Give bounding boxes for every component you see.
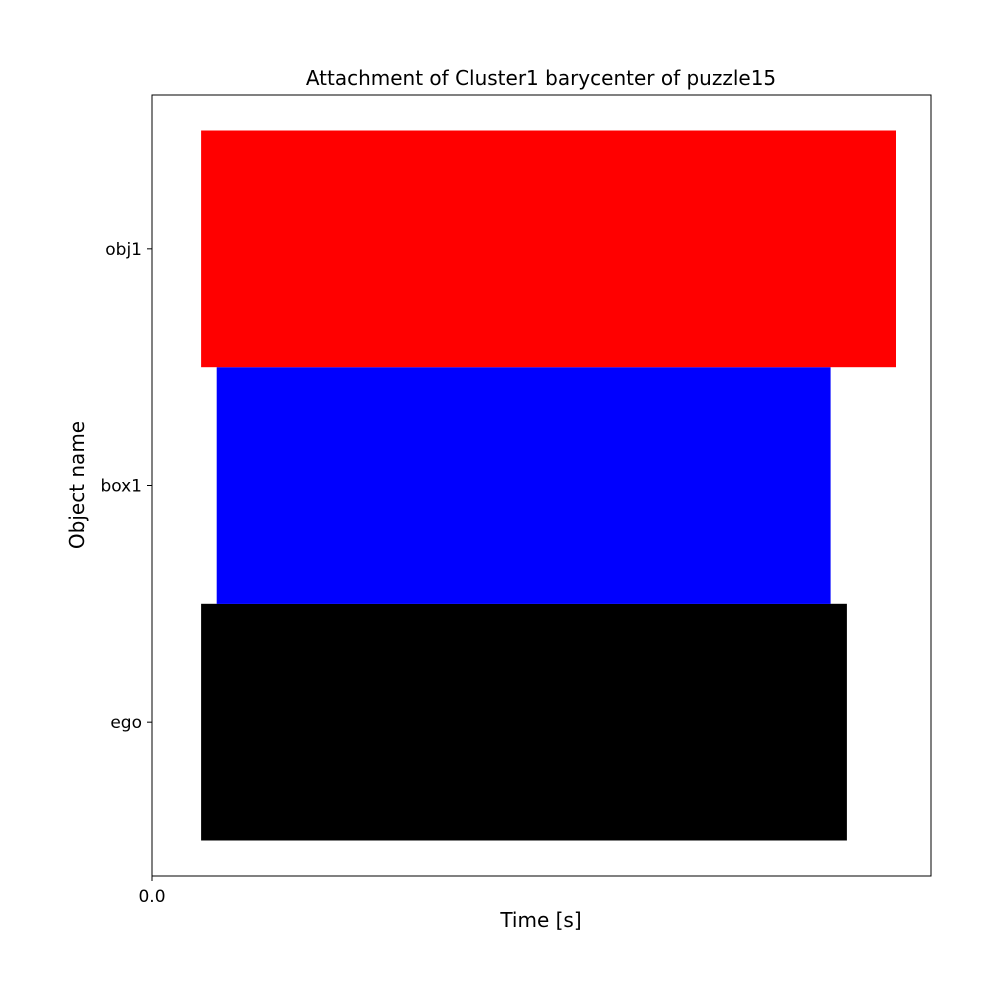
y-axis-label: Object name [65,421,89,549]
y-ticks: ego box1 obj1 [100,240,152,733]
x-tick-label: 0.0 [138,887,165,907]
x-axis-label: Time [s] [499,908,581,932]
y-tick-label: box1 [100,477,142,497]
bar-obj1 [201,130,897,368]
y-tick-label: ego [110,713,142,733]
bar-box1 [216,367,831,604]
x-ticks: 0.0 [138,876,166,907]
bars-group [201,130,897,841]
chart-title: Attachment of Cluster1 barycenter of puz… [306,66,776,90]
bar-ego [201,603,847,841]
y-tick-label: obj1 [105,240,142,260]
